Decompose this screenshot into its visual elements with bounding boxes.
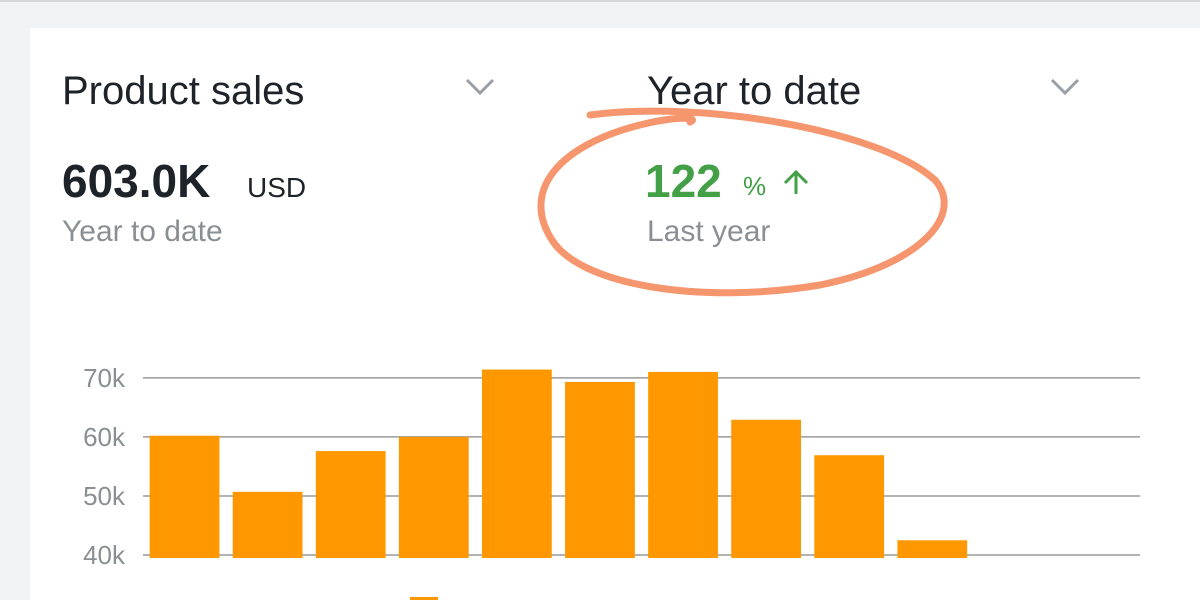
chevron[interactable] — [465, 78, 495, 96]
bar — [731, 419, 802, 558]
bar — [232, 491, 303, 558]
change-value: 122 — [645, 155, 722, 207]
up-arrow — [783, 169, 809, 194]
metric-dropdown[interactable]: Product sales — [62, 69, 304, 113]
bar — [897, 540, 968, 558]
bar — [149, 435, 220, 558]
bar — [565, 381, 635, 558]
change-unit: % — [743, 171, 766, 201]
bar — [481, 369, 552, 558]
bar — [315, 451, 386, 558]
y-tick-label: 70k — [83, 363, 126, 393]
y-tick-label: 60k — [83, 422, 126, 452]
change-caption: Last year — [647, 215, 770, 248]
period-dropdown[interactable]: Year to date — [647, 69, 861, 113]
chevron[interactable] — [1050, 78, 1080, 96]
legend-swatch — [410, 597, 438, 600]
y-tick-label: 50k — [83, 481, 126, 511]
highlight-circle — [537, 107, 948, 297]
total-caption: Year to date — [62, 215, 223, 248]
bar — [398, 436, 469, 558]
y-tick-label: 40k — [83, 540, 126, 570]
bar — [648, 371, 718, 558]
currency: USD — [247, 172, 306, 203]
total-value: 603.0K — [62, 155, 210, 207]
bar — [814, 455, 885, 558]
